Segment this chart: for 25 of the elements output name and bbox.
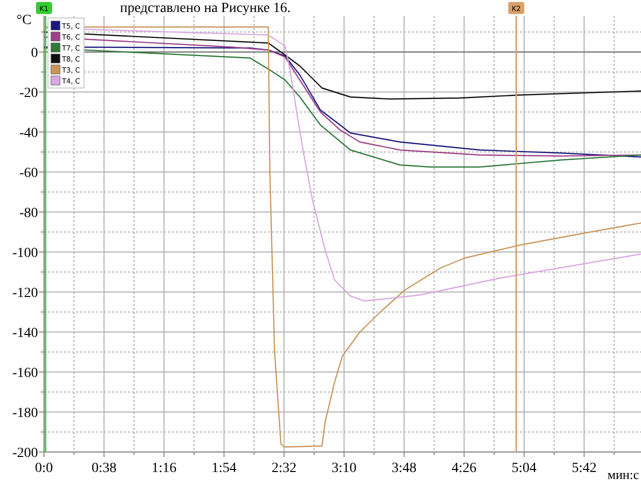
y-tick-label: -20 — [19, 86, 38, 101]
y-tick-label: -120 — [12, 286, 38, 301]
y-axis-title: °C — [16, 13, 32, 28]
y-tick-label: -200 — [12, 446, 38, 461]
y-tick-label: -160 — [12, 366, 38, 381]
y-tick-label: -40 — [19, 126, 38, 141]
y-tick-label: -80 — [19, 206, 38, 221]
y-tick-label: 0 — [31, 46, 38, 61]
x-tick-label: 5:04 — [512, 461, 537, 476]
x-tick-label: 4:26 — [452, 461, 477, 476]
x-tick-label: 1:16 — [152, 461, 176, 476]
y-tick-label: -140 — [12, 326, 38, 341]
x-axis-title: мин:с — [607, 467, 640, 482]
y-tick-label: -100 — [12, 246, 38, 261]
annotation: представлено на Рисунке 16. — [120, 1, 291, 16]
x-tick-label: 0:38 — [92, 461, 116, 476]
y-tick-label: -60 — [19, 166, 38, 181]
x-tick-label: 3:48 — [392, 461, 417, 476]
y-tick-label: -180 — [12, 406, 38, 421]
x-tick-label: 2:32 — [272, 461, 297, 476]
x-tick-label: 5:42 — [572, 461, 597, 476]
line-series — [44, 31, 641, 100]
x-tick-label: 3:10 — [332, 461, 357, 476]
x-tick-label: 1:54 — [212, 461, 236, 476]
x-tick-label: 0:0 — [35, 461, 53, 476]
